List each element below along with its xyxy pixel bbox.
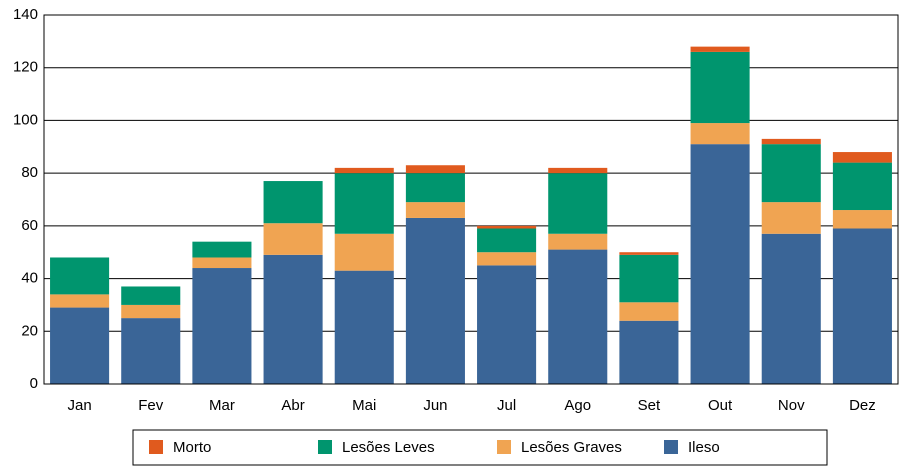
bar-segment	[334, 173, 394, 234]
y-tick-label: 140	[13, 6, 38, 23]
bar-segment	[690, 144, 750, 384]
y-tick-label: 0	[30, 375, 38, 392]
legend-swatch	[318, 440, 332, 454]
bar-segment	[50, 307, 110, 384]
bar-segment	[405, 165, 465, 174]
bar-segment	[192, 268, 252, 384]
legend-label: Ileso	[688, 439, 720, 456]
bar-segment	[263, 223, 323, 255]
bar-segment	[832, 210, 892, 229]
y-tick-label: 60	[21, 217, 38, 234]
bar-segment	[832, 152, 892, 163]
y-tick-label: 40	[21, 270, 38, 287]
x-tick-label: Out	[708, 397, 733, 414]
bar-segment	[405, 173, 465, 203]
bar-segment	[548, 173, 608, 234]
legend-swatch	[664, 440, 678, 454]
bar-segment	[334, 167, 394, 174]
bar-segment	[50, 257, 110, 295]
bar-segment	[761, 233, 821, 384]
x-tick-label: Abr	[281, 397, 304, 414]
legend-box	[132, 429, 828, 466]
bar-segment	[761, 144, 821, 203]
x-tick-label: Mai	[352, 397, 376, 414]
bar-segment	[192, 257, 252, 269]
bar-segment	[405, 217, 465, 384]
x-tick-label: Set	[638, 397, 661, 414]
bar-segment	[832, 228, 892, 384]
bar-segment	[121, 318, 181, 384]
plot-border	[43, 14, 899, 385]
bar-segment	[619, 302, 679, 321]
legend-swatch	[149, 440, 163, 454]
bar-segment	[334, 233, 394, 271]
bar-segment	[477, 265, 537, 384]
legend-label: Lesões Graves	[521, 439, 622, 456]
bar-segment	[619, 254, 679, 303]
bar-segment	[192, 241, 252, 258]
x-tick-label: Nov	[778, 397, 805, 414]
x-tick-label: Ago	[564, 397, 591, 414]
bar-segment	[477, 228, 537, 253]
bar-segment	[548, 167, 608, 174]
x-tick-label: Fev	[138, 397, 164, 414]
x-tick-label: Jan	[67, 397, 91, 414]
bar-segment	[548, 249, 608, 384]
bar-segment	[690, 46, 750, 52]
y-tick-label: 100	[13, 111, 38, 128]
bar-segment	[761, 138, 821, 145]
bar-segment	[477, 252, 537, 266]
legend-label: Morto	[173, 439, 211, 456]
bar-segment	[477, 225, 537, 229]
bar-segment	[121, 286, 181, 305]
bar-segment	[761, 202, 821, 234]
bar-segment	[334, 270, 394, 384]
bar-segment	[121, 304, 181, 319]
x-tick-label: Dez	[849, 397, 876, 414]
bar-segment	[690, 123, 750, 145]
bar-segment	[405, 202, 465, 218]
legend-swatch	[497, 440, 511, 454]
bar-segment	[619, 320, 679, 384]
bar-segment	[548, 233, 608, 250]
bar-segment	[263, 181, 323, 224]
bar-segment	[619, 252, 679, 255]
legend-label: Lesões Leves	[342, 439, 435, 456]
y-tick-label: 20	[21, 322, 38, 339]
bar-segment	[50, 294, 110, 308]
x-tick-label: Jun	[423, 397, 447, 414]
y-tick-label: 80	[21, 164, 38, 181]
bar-segment	[263, 254, 323, 384]
bar-segment	[832, 162, 892, 211]
bar-segment	[690, 51, 750, 124]
x-tick-label: Jul	[497, 397, 516, 414]
y-tick-label: 120	[13, 59, 38, 76]
x-tick-label: Mar	[209, 397, 235, 414]
